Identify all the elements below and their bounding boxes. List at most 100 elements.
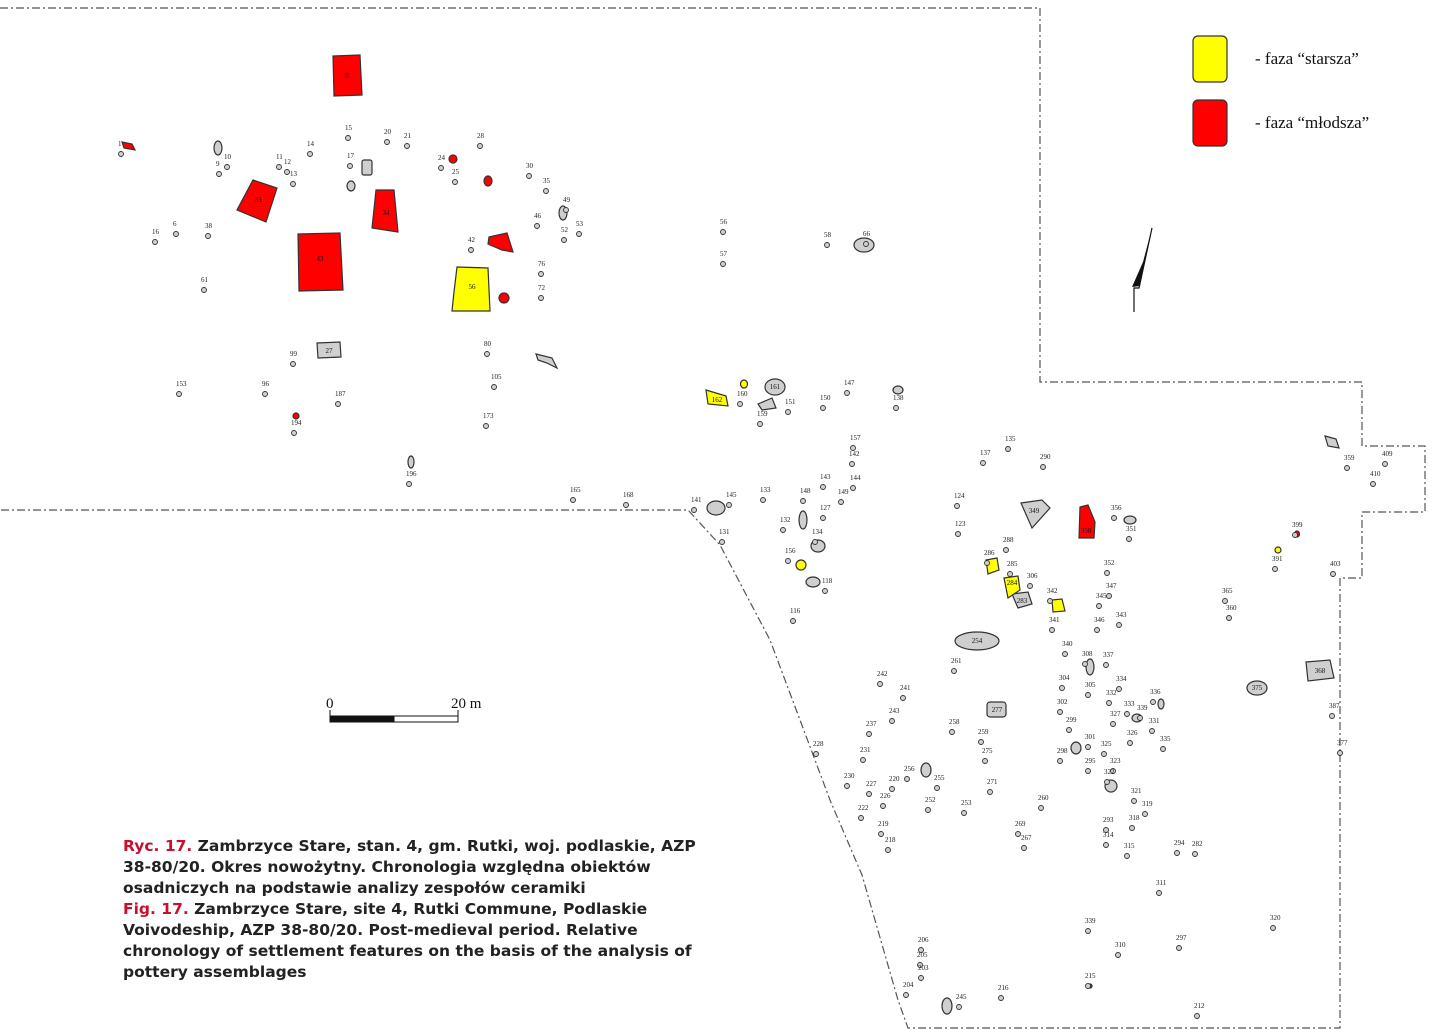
feature-141 bbox=[691, 507, 697, 513]
large-features bbox=[121, 54, 1340, 1015]
label-149: 149 bbox=[838, 488, 849, 496]
feature-318 bbox=[1129, 825, 1135, 831]
feature-332 bbox=[1106, 700, 1112, 706]
label-21: 21 bbox=[404, 132, 412, 140]
feature-323 bbox=[1110, 768, 1116, 774]
label-256: 256 bbox=[904, 765, 915, 773]
label-310: 310 bbox=[1115, 941, 1126, 949]
label-332: 332 bbox=[1106, 689, 1117, 697]
feature-365 bbox=[1222, 598, 1228, 604]
feature-220 bbox=[889, 786, 895, 792]
legend-label-older: - faza “starsza” bbox=[1255, 49, 1359, 68]
feature-156b bbox=[795, 559, 807, 571]
feature-341 bbox=[1049, 627, 1055, 633]
label-150: 150 bbox=[820, 394, 831, 402]
feature-133 bbox=[760, 497, 766, 503]
feature-17 bbox=[347, 163, 353, 169]
feature-252 bbox=[925, 807, 931, 813]
feature-143 bbox=[820, 484, 826, 490]
label-80: 80 bbox=[484, 340, 492, 348]
label-258: 258 bbox=[949, 718, 960, 726]
feature-410 bbox=[1370, 481, 1376, 487]
label-243: 243 bbox=[889, 707, 900, 715]
label-365: 365 bbox=[1222, 587, 1233, 595]
label-314: 314 bbox=[1103, 831, 1114, 839]
feature-222 bbox=[858, 815, 864, 821]
feature-259 bbox=[978, 739, 984, 745]
feature-267 bbox=[1021, 845, 1027, 851]
feature-331 bbox=[1149, 728, 1155, 734]
feature-351 bbox=[1126, 536, 1132, 542]
feature-400 bbox=[1324, 435, 1340, 449]
feature-282 bbox=[1192, 851, 1198, 857]
feature-49 bbox=[563, 207, 569, 213]
label-27: 27 bbox=[326, 347, 334, 355]
feature-237 bbox=[866, 731, 872, 737]
feature-368 bbox=[1305, 659, 1335, 682]
feature-57 bbox=[720, 261, 726, 267]
label-12: 12 bbox=[284, 158, 292, 166]
label-322: 322 bbox=[1104, 768, 1115, 776]
feature-206 bbox=[918, 947, 924, 953]
feature-241 bbox=[900, 695, 906, 701]
feature-162 bbox=[705, 389, 729, 407]
feature-34 bbox=[371, 189, 399, 233]
label-72: 72 bbox=[538, 284, 546, 292]
label-156: 156 bbox=[785, 547, 796, 555]
label-377: 377 bbox=[1337, 739, 1348, 747]
label-147: 147 bbox=[844, 379, 855, 387]
feature-99 bbox=[290, 361, 296, 367]
label-327: 327 bbox=[1110, 710, 1121, 718]
label-151: 151 bbox=[785, 398, 796, 406]
label-304: 304 bbox=[1059, 674, 1070, 682]
label-271: 271 bbox=[987, 778, 998, 786]
label-410: 410 bbox=[1370, 470, 1381, 478]
legend: - faza “starsza” - faza “młodsza” bbox=[1192, 35, 1369, 147]
feature-308 bbox=[1085, 658, 1095, 676]
label-9: 9 bbox=[216, 160, 220, 168]
label-142: 142 bbox=[849, 450, 860, 458]
label-335: 335 bbox=[1160, 735, 1171, 743]
feature-342 bbox=[1051, 598, 1066, 613]
feature-230 bbox=[844, 783, 850, 789]
feature-360 bbox=[1226, 615, 1232, 621]
label-261: 261 bbox=[951, 657, 962, 665]
feature-269 bbox=[1015, 831, 1021, 837]
feature-377 bbox=[1337, 750, 1343, 756]
feature-255 bbox=[934, 785, 940, 791]
feature-334 bbox=[1116, 686, 1122, 692]
feature-79 bbox=[487, 232, 514, 253]
feature-301 bbox=[1085, 744, 1091, 750]
feature-321 bbox=[1131, 798, 1137, 804]
feature-137 bbox=[980, 460, 986, 466]
feature-56 bbox=[451, 266, 491, 312]
feature-399 bbox=[1292, 532, 1298, 538]
feature-46 bbox=[534, 223, 540, 229]
feature-336 bbox=[1150, 699, 1156, 705]
feature-349 bbox=[1020, 499, 1051, 530]
label-302: 302 bbox=[1057, 698, 1068, 706]
label-295: 295 bbox=[1085, 757, 1096, 765]
feature-124 bbox=[954, 503, 960, 509]
feature-218 bbox=[885, 847, 891, 853]
caption-polish-text: Zambrzyce Stare, stan. 4, gm. Rutki, woj… bbox=[123, 837, 696, 897]
feature-159 bbox=[757, 421, 763, 427]
feature-345 bbox=[1096, 603, 1102, 609]
label-259: 259 bbox=[978, 728, 989, 736]
feature-141 bbox=[706, 500, 726, 516]
label-320: 320 bbox=[1270, 914, 1281, 922]
label-144: 144 bbox=[850, 474, 861, 482]
label-76: 76 bbox=[538, 260, 546, 268]
feature-391 bbox=[1274, 546, 1282, 554]
label-173: 173 bbox=[483, 412, 494, 420]
label-403: 403 bbox=[1330, 560, 1341, 568]
feature-305 bbox=[1085, 692, 1091, 698]
label-105: 105 bbox=[491, 373, 502, 381]
label-204: 204 bbox=[903, 981, 914, 989]
feature-138 bbox=[893, 405, 899, 411]
feature-196 bbox=[406, 481, 412, 487]
label-61: 61 bbox=[201, 276, 209, 284]
label-56: 56 bbox=[469, 283, 477, 291]
feature-387 bbox=[1329, 713, 1335, 719]
label-159: 159 bbox=[757, 410, 768, 418]
